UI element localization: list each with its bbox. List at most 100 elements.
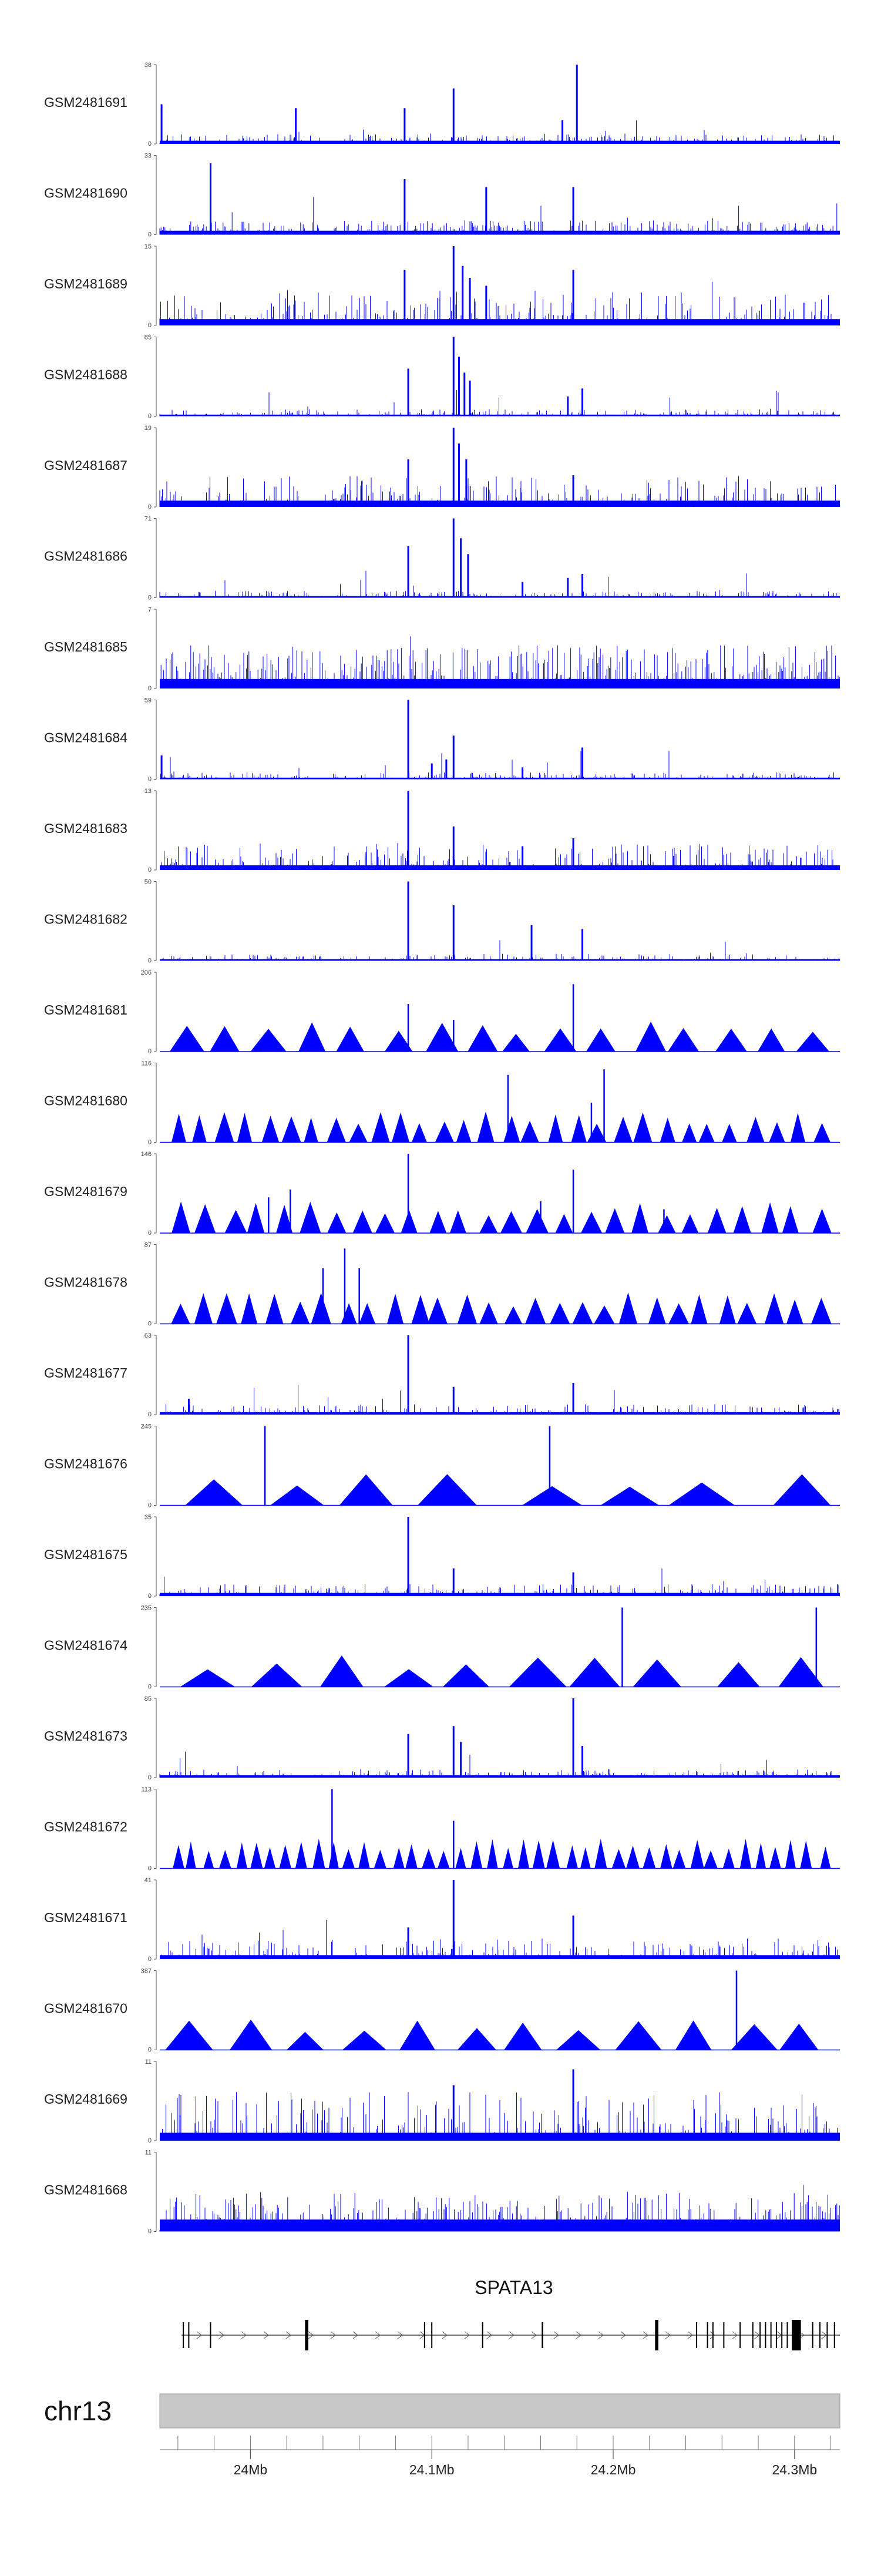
signal-triangle <box>300 1201 321 1233</box>
signal-triangle <box>520 1120 539 1143</box>
signal-triangle <box>185 1479 243 1506</box>
signal-peak <box>576 65 578 144</box>
strand-chevron <box>754 2331 760 2339</box>
strand-chevron <box>486 2331 492 2339</box>
signal-triangle <box>312 1839 325 1869</box>
track-label: GSM2481668 <box>44 2182 127 2198</box>
y-min-label: 0 <box>148 1502 152 1509</box>
strand-chevron <box>531 2331 537 2339</box>
signal-triangle <box>358 1842 370 1869</box>
signal-peak <box>522 582 524 598</box>
signal-triangle <box>250 1843 263 1869</box>
signal-triangle <box>618 1292 637 1324</box>
signal-triangle <box>169 1026 204 1052</box>
track-GSM2481690: GSM2481690 33 0 <box>44 153 840 239</box>
signal-baseline <box>160 1955 840 1959</box>
signal-triangle <box>722 1124 737 1143</box>
signal-triangle <box>522 1486 583 1506</box>
signal-peak <box>561 120 564 144</box>
signal-triangle <box>586 1028 616 1052</box>
signal-triangle <box>660 1844 672 1869</box>
y-min-label: 0 <box>148 1593 152 1600</box>
track-GSM2481684: GSM2481684 59 0 <box>44 697 840 783</box>
signal-peak <box>445 759 448 780</box>
y-max-label: 85 <box>144 1695 152 1702</box>
signal-triangle <box>230 2019 273 2050</box>
signal-peak <box>264 1426 266 1506</box>
y-max-label: 235 <box>141 1605 152 1612</box>
chromosome-ideogram-track: chr13 <box>44 2393 840 2429</box>
chromosome-label: chr13 <box>44 2396 112 2426</box>
signal-triangle <box>782 1206 799 1233</box>
track-label: GSM2481683 <box>44 821 127 836</box>
signal-peak <box>572 1170 574 1233</box>
signal-triangle <box>820 1846 831 1869</box>
y-min-label: 0 <box>148 595 152 602</box>
signal-triangle <box>504 2023 542 2050</box>
signal-peak <box>581 574 584 598</box>
signal-triangle <box>241 1293 258 1324</box>
signal-triangle <box>359 1303 376 1324</box>
signal-peak <box>407 1335 409 1415</box>
signal-triangle <box>811 1298 832 1324</box>
signal-bars <box>159 390 835 417</box>
signal-triangle <box>643 1847 656 1869</box>
gene-exon <box>826 2322 828 2348</box>
y-max-label: 87 <box>144 1242 152 1249</box>
y-max-label: 63 <box>144 1332 152 1339</box>
strand-chevron <box>442 2331 448 2339</box>
track-label: GSM2481674 <box>44 1638 127 1653</box>
signal-triangle <box>428 1297 448 1324</box>
y-min-label: 0 <box>148 503 152 511</box>
signal-triangle <box>401 1210 418 1233</box>
signal-triangle <box>668 1482 735 1506</box>
strand-chevron <box>241 2331 247 2339</box>
signal-triangle <box>626 1845 640 1869</box>
signal-triangle <box>216 1293 237 1324</box>
signal-peak <box>160 755 163 780</box>
signal-peak <box>407 368 409 417</box>
signal-triangle <box>631 1203 648 1233</box>
signal-triangle <box>276 1204 293 1233</box>
y-max-label: 59 <box>144 697 152 704</box>
signal-bars <box>159 1751 832 1778</box>
signal-triangle <box>391 1112 410 1143</box>
signal-triangle <box>399 2020 435 2050</box>
y-max-label: 35 <box>144 1514 152 1521</box>
signal-triangle <box>411 1295 430 1324</box>
signal-peak <box>572 187 574 235</box>
y-max-label: 146 <box>141 1151 152 1158</box>
gene-exon <box>819 2322 821 2348</box>
signal-triangle <box>194 1293 213 1324</box>
signal-peak <box>452 826 455 870</box>
signal-triangle <box>342 2030 386 2050</box>
signal-bars <box>159 476 839 507</box>
track-GSM2481682: GSM2481682 50 0 <box>44 879 840 965</box>
signal-baseline <box>160 777 840 780</box>
signal-triangle <box>457 2028 496 2050</box>
signal-triangle <box>758 1028 785 1052</box>
signal-baseline <box>160 1412 840 1415</box>
strand-chevron <box>218 2331 224 2339</box>
y-min-label: 0 <box>148 1865 152 1872</box>
gene-exon <box>305 2320 308 2350</box>
signal-triangle <box>509 1657 567 1687</box>
signal-peak <box>603 1069 605 1143</box>
strand-chevron <box>643 2331 648 2339</box>
y-min-label: 0 <box>148 231 152 239</box>
gene-exon <box>723 2322 725 2348</box>
signal-peak <box>485 286 487 325</box>
gene-exon <box>696 2322 698 2348</box>
signal-peak <box>572 1698 574 1778</box>
signal-peak <box>407 1154 409 1233</box>
signal-peak <box>407 459 409 507</box>
y-max-label: 50 <box>144 879 152 886</box>
gene-exon <box>655 2320 658 2350</box>
signal-peak <box>452 246 455 325</box>
y-max-label: 41 <box>144 1877 152 1884</box>
strand-chevron <box>196 2331 202 2339</box>
signal-triangle <box>295 1842 307 1869</box>
track-label: GSM2481669 <box>44 2091 127 2107</box>
track-GSM2481687: GSM2481687 19 0 <box>44 425 840 511</box>
